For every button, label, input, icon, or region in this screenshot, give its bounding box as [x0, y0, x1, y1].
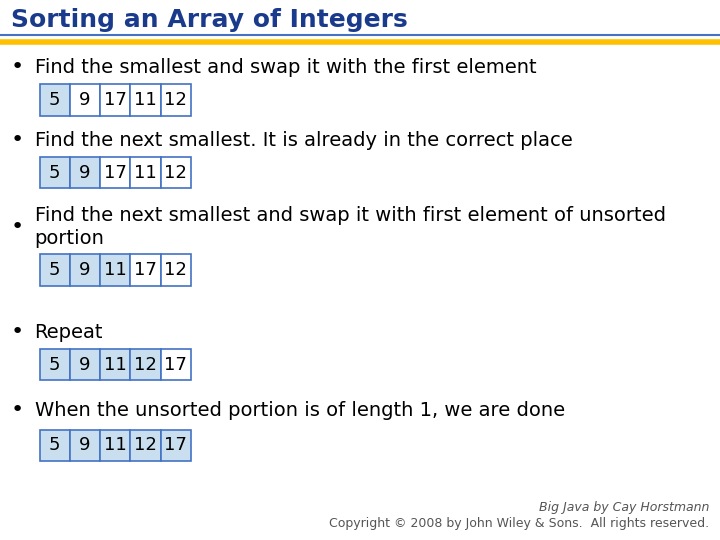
Text: •: •	[11, 130, 24, 151]
Text: 12: 12	[164, 164, 187, 182]
Text: 9: 9	[79, 261, 91, 279]
Text: 5: 5	[49, 355, 60, 374]
FancyBboxPatch shape	[130, 349, 161, 380]
Text: 5: 5	[49, 436, 60, 455]
Text: 12: 12	[164, 91, 187, 109]
FancyBboxPatch shape	[130, 157, 161, 188]
FancyBboxPatch shape	[100, 157, 130, 188]
Text: Repeat: Repeat	[35, 322, 103, 342]
Text: Big Java by Cay Horstmann: Big Java by Cay Horstmann	[539, 501, 709, 514]
Text: 17: 17	[164, 355, 187, 374]
Text: 5: 5	[49, 164, 60, 182]
Text: 17: 17	[104, 164, 127, 182]
Text: Sorting an Array of Integers: Sorting an Array of Integers	[11, 8, 408, 32]
Text: •: •	[11, 217, 24, 237]
FancyBboxPatch shape	[130, 254, 161, 286]
Text: 11: 11	[104, 355, 127, 374]
Text: 11: 11	[134, 91, 157, 109]
Text: 11: 11	[104, 436, 127, 455]
FancyBboxPatch shape	[70, 254, 100, 286]
FancyBboxPatch shape	[100, 84, 130, 116]
FancyBboxPatch shape	[100, 349, 130, 380]
Text: Find the smallest and swap it with the first element: Find the smallest and swap it with the f…	[35, 58, 536, 77]
Text: 9: 9	[79, 436, 91, 455]
FancyBboxPatch shape	[40, 254, 70, 286]
Text: 11: 11	[104, 261, 127, 279]
FancyBboxPatch shape	[70, 84, 100, 116]
FancyBboxPatch shape	[161, 430, 191, 461]
Text: 5: 5	[49, 261, 60, 279]
Text: 9: 9	[79, 355, 91, 374]
FancyBboxPatch shape	[100, 254, 130, 286]
FancyBboxPatch shape	[40, 349, 70, 380]
Text: 17: 17	[164, 436, 187, 455]
FancyBboxPatch shape	[70, 430, 100, 461]
Text: Find the next smallest. It is already in the correct place: Find the next smallest. It is already in…	[35, 131, 572, 150]
Text: •: •	[11, 400, 24, 421]
FancyBboxPatch shape	[40, 157, 70, 188]
Text: 11: 11	[134, 164, 157, 182]
Text: 9: 9	[79, 164, 91, 182]
Text: •: •	[11, 57, 24, 78]
FancyBboxPatch shape	[161, 254, 191, 286]
FancyBboxPatch shape	[161, 157, 191, 188]
Text: 12: 12	[164, 261, 187, 279]
Text: 12: 12	[134, 436, 157, 455]
Text: 12: 12	[134, 355, 157, 374]
FancyBboxPatch shape	[40, 430, 70, 461]
Text: Find the next smallest and swap it with first element of unsorted
portion: Find the next smallest and swap it with …	[35, 206, 665, 248]
FancyBboxPatch shape	[130, 84, 161, 116]
FancyBboxPatch shape	[70, 157, 100, 188]
FancyBboxPatch shape	[161, 349, 191, 380]
FancyBboxPatch shape	[161, 84, 191, 116]
Text: •: •	[11, 322, 24, 342]
FancyBboxPatch shape	[70, 349, 100, 380]
FancyBboxPatch shape	[40, 84, 70, 116]
Text: 17: 17	[134, 261, 157, 279]
Text: 5: 5	[49, 91, 60, 109]
FancyBboxPatch shape	[100, 430, 130, 461]
Text: Copyright © 2008 by John Wiley & Sons.  All rights reserved.: Copyright © 2008 by John Wiley & Sons. A…	[329, 517, 709, 530]
FancyBboxPatch shape	[130, 430, 161, 461]
Text: 9: 9	[79, 91, 91, 109]
Text: 17: 17	[104, 91, 127, 109]
Text: When the unsorted portion is of length 1, we are done: When the unsorted portion is of length 1…	[35, 401, 564, 420]
